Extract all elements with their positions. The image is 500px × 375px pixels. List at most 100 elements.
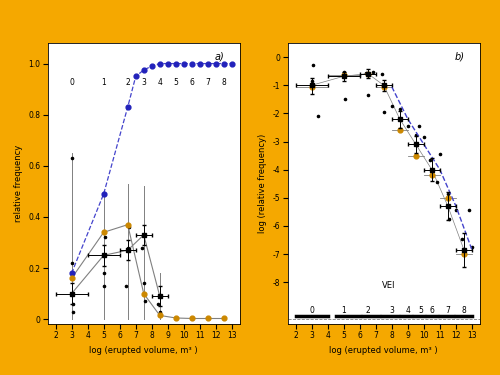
Point [378, 70, 386, 76]
Text: 2: 2 [366, 306, 370, 315]
Point [138, 244, 146, 250]
Point [68, 270, 76, 276]
Text: 0: 0 [69, 78, 74, 87]
Point [362, 70, 370, 76]
Text: 8: 8 [222, 78, 226, 87]
Point [156, 312, 164, 318]
Point [432, 179, 440, 185]
Point [220, 61, 228, 67]
Text: 3: 3 [142, 78, 146, 87]
Point [156, 61, 164, 67]
Point [100, 230, 108, 236]
Point [404, 123, 412, 129]
Point [396, 106, 404, 112]
Text: 8: 8 [462, 306, 466, 315]
Text: 5: 5 [174, 78, 178, 87]
Point [101, 234, 109, 240]
Text: 6: 6 [190, 78, 194, 87]
Text: b): b) [454, 52, 464, 62]
Point [124, 104, 132, 110]
Point [458, 236, 466, 242]
Point [140, 280, 148, 286]
Point [308, 84, 316, 90]
Point [340, 72, 347, 78]
X-axis label: log (erupted volume, m³ ): log (erupted volume, m³ ) [330, 346, 438, 355]
Y-axis label: log (relative frequency): log (relative frequency) [258, 134, 268, 233]
Text: VEI: VEI [382, 281, 396, 290]
Point [468, 244, 476, 250]
Point [341, 96, 349, 102]
Point [340, 69, 348, 75]
Point [460, 251, 468, 257]
Point [100, 270, 108, 276]
Point [69, 301, 77, 307]
Point [308, 78, 316, 84]
Text: 7: 7 [206, 78, 210, 87]
Point [68, 260, 76, 266]
Point [122, 283, 130, 289]
Point [380, 109, 388, 115]
Point [68, 275, 76, 281]
Text: 7: 7 [446, 306, 450, 315]
Point [396, 128, 404, 134]
Point [196, 61, 204, 67]
Point [172, 61, 180, 67]
Text: 2: 2 [126, 78, 130, 87]
Point [212, 61, 220, 67]
Point [444, 216, 452, 222]
Text: 5: 5 [418, 306, 423, 315]
Point [314, 113, 322, 119]
Text: 4: 4 [158, 78, 162, 87]
Point [204, 61, 212, 67]
Point [100, 191, 108, 197]
Point [172, 315, 180, 321]
Point [444, 190, 452, 196]
Point [228, 61, 236, 67]
Point [180, 61, 188, 67]
Point [220, 315, 228, 321]
Point [126, 224, 134, 230]
Text: 4: 4 [406, 306, 410, 315]
Y-axis label: relative frequency: relative frequency [14, 145, 23, 222]
Point [154, 301, 162, 307]
Point [388, 104, 396, 110]
Point [69, 309, 77, 315]
Point [164, 61, 172, 67]
Point [124, 222, 132, 228]
Point [204, 315, 212, 321]
Text: 1: 1 [342, 306, 346, 315]
Text: 6: 6 [430, 306, 434, 315]
Point [156, 309, 164, 315]
Text: 1: 1 [102, 78, 106, 87]
Point [426, 157, 434, 163]
Point [364, 92, 372, 98]
Point [452, 207, 460, 213]
Point [148, 63, 156, 69]
Point [188, 61, 196, 67]
Text: 3: 3 [390, 306, 394, 315]
Point [436, 151, 444, 157]
Point [412, 132, 420, 138]
Point [188, 315, 196, 321]
Text: a): a) [215, 52, 224, 62]
Point [368, 69, 376, 75]
Point [132, 74, 140, 80]
Point [340, 74, 347, 81]
Point [428, 172, 436, 178]
X-axis label: log (erupted volume, m³ ): log (erupted volume, m³ ) [90, 346, 198, 355]
Point [68, 155, 76, 161]
Point [415, 123, 423, 129]
Point [309, 62, 317, 68]
Point [412, 153, 420, 159]
Point [100, 283, 108, 289]
Point [140, 67, 148, 73]
Point [444, 195, 452, 201]
Point [364, 71, 372, 77]
Point [142, 298, 150, 304]
Point [420, 134, 428, 140]
Point [124, 244, 132, 250]
Point [380, 84, 388, 90]
Point [140, 291, 148, 297]
Point [465, 207, 473, 213]
Text: 0: 0 [309, 306, 314, 315]
